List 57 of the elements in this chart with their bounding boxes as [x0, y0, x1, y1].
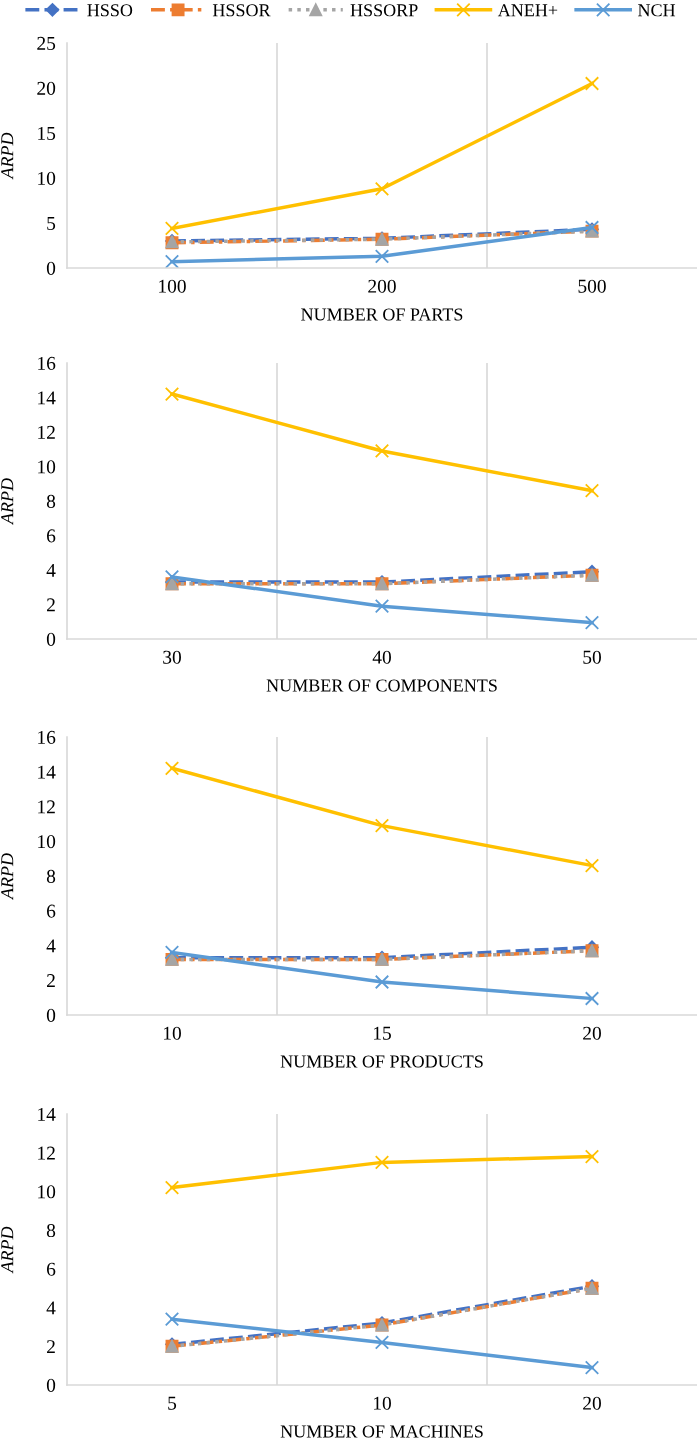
legend-label: ANEH+ — [497, 4, 558, 17]
legend-label: NCH — [638, 4, 676, 17]
y-tick-label: 10 — [38, 460, 56, 474]
y-tick-label: 4 — [46, 563, 56, 577]
x-tick-label: 200 — [368, 279, 396, 293]
legend-label: HSSOR — [212, 4, 271, 17]
y-axis-title: ARPD — [1, 132, 14, 180]
y-tick-label: 8 — [46, 1223, 56, 1238]
y-tick-label: 5 — [47, 217, 56, 230]
y-tick-label: 12 — [38, 425, 55, 439]
y-tick-label: 8 — [46, 494, 56, 508]
y-tick-label: 12 — [38, 800, 55, 814]
x-axis-title: NUMBER OF PRODUCTS — [280, 1055, 483, 1068]
y-tick-label: 6 — [47, 1262, 56, 1276]
x-tick-label: 15 — [373, 1026, 391, 1040]
y-tick-label: 15 — [38, 126, 56, 140]
x-tick-label: 50 — [583, 650, 601, 664]
legend-label: HSSORP — [350, 4, 418, 17]
y-axis-title: ARPD — [1, 853, 14, 901]
y-tick-label: 20 — [37, 81, 56, 95]
x-tick-label: 500 — [578, 279, 606, 293]
y-tick-label: 14 — [38, 765, 56, 779]
y-tick-label: 25 — [37, 36, 56, 50]
y-tick-label: 6 — [47, 904, 56, 918]
y-tick-label: 16 — [38, 356, 56, 370]
x-axis-title: NUMBER OF COMPONENTS — [266, 679, 497, 692]
y-tick-label: 10 — [38, 1185, 56, 1199]
y-tick-label: 0 — [46, 1008, 56, 1022]
x-tick-label: 5 — [168, 1396, 177, 1410]
y-tick-label: 14 — [38, 1107, 56, 1121]
x-tick-label: 20 — [583, 1026, 601, 1040]
y-tick-label: 12 — [38, 1146, 55, 1160]
x-tick-label: 100 — [159, 279, 186, 293]
y-tick-label: 2 — [47, 974, 55, 987]
x-tick-label: 30 — [163, 650, 181, 664]
y-axis-title: ARPD — [1, 478, 14, 526]
y-axis-title: ARPD — [1, 1226, 14, 1274]
y-tick-label: 0 — [46, 632, 56, 646]
x-tick-label: 10 — [163, 1026, 181, 1040]
y-tick-label: 4 — [46, 939, 56, 953]
legend-label: HSSO — [87, 4, 133, 17]
y-tick-label: 10 — [38, 835, 56, 849]
x-tick-label: 10 — [373, 1396, 391, 1410]
x-tick-label: 20 — [583, 1396, 601, 1410]
x-axis-title: NUMBER OF MACHINES — [280, 1425, 483, 1438]
y-tick-label: 16 — [38, 730, 56, 744]
x-axis-title: NUMBER OF PARTS — [301, 308, 463, 321]
x-tick-label: 40 — [372, 650, 391, 664]
y-tick-label: 4 — [46, 1301, 56, 1315]
y-tick-label: 10 — [38, 171, 56, 185]
y-tick-label: 8 — [46, 869, 56, 883]
y-tick-label: 6 — [47, 529, 56, 543]
y-tick-label: 2 — [47, 598, 55, 612]
y-tick-label: 14 — [38, 391, 56, 405]
y-tick-label: 2 — [47, 1340, 55, 1354]
y-tick-label: 0 — [46, 1378, 56, 1392]
y-tick-label: 0 — [46, 261, 56, 275]
